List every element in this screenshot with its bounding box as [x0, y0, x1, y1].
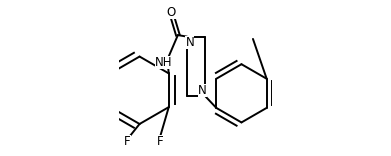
Text: N: N: [198, 84, 207, 97]
Text: F: F: [124, 135, 131, 148]
Text: N: N: [185, 36, 194, 49]
Text: F: F: [157, 135, 163, 148]
Text: O: O: [166, 6, 176, 19]
Text: NH: NH: [155, 56, 173, 69]
